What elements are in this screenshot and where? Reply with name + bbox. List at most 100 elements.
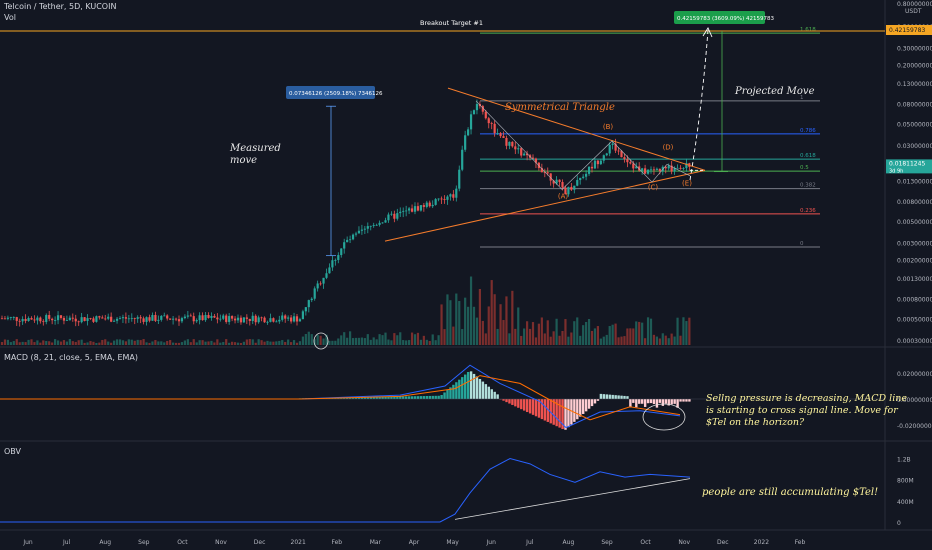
volume-bar	[281, 340, 284, 345]
volume-bar	[163, 342, 166, 345]
volume-bar	[431, 334, 434, 345]
candle-body	[481, 106, 484, 112]
macd-histogram-bar	[381, 396, 384, 399]
wave-label: (A)	[558, 192, 569, 200]
candle-body	[458, 169, 461, 189]
macd-histogram-bar	[437, 395, 440, 399]
macd-histogram-bar	[540, 399, 544, 420]
volume-bar	[136, 339, 139, 345]
volume-bar	[487, 306, 490, 345]
candle-body	[405, 210, 408, 212]
projection-arrowhead	[702, 27, 713, 38]
time-tick-label: Sep	[601, 539, 613, 546]
volume-bar	[142, 339, 145, 345]
candle-body	[467, 129, 470, 136]
macd-histogram-bar	[652, 399, 656, 405]
volume-bar	[74, 341, 77, 345]
volume-bar	[290, 342, 293, 345]
volume-bar	[590, 330, 594, 345]
candle-body	[45, 315, 48, 322]
candle-body	[275, 321, 278, 323]
volume-bar	[56, 340, 60, 345]
volume-bar	[36, 340, 39, 345]
macd-histogram-bar	[493, 391, 496, 399]
candle-body	[269, 318, 272, 322]
candle-body	[225, 315, 228, 322]
macd-histogram-bar	[579, 399, 582, 417]
volume-bar	[331, 340, 334, 345]
volume-bar	[48, 341, 51, 345]
macd-histogram-bar	[587, 399, 591, 409]
candle-body	[614, 143, 617, 151]
target-tag-value: 0.42159783	[889, 27, 925, 34]
candle-body	[322, 277, 325, 284]
candle-body	[375, 224, 378, 226]
candle-body	[48, 315, 51, 319]
wave-label: (D)	[663, 143, 674, 151]
volume-bar	[505, 296, 508, 345]
macd-histogram-bar	[558, 399, 561, 428]
volume-bar	[475, 317, 479, 345]
volume-bar	[641, 322, 644, 345]
wave-label: (C)	[648, 183, 659, 191]
volume-bar	[186, 339, 189, 345]
volume-bar	[552, 331, 555, 345]
candle-body	[434, 199, 437, 205]
volume-bar	[225, 339, 228, 345]
volume-bar	[166, 340, 169, 345]
volume-bar	[0, 342, 4, 345]
candle-body	[104, 318, 107, 320]
candle-body	[3, 318, 7, 320]
time-tick-label: Apr	[409, 539, 420, 546]
candle-body	[558, 179, 561, 183]
triangle-upper-trendline	[447, 87, 706, 171]
candle-body	[443, 199, 446, 200]
candle-body	[145, 317, 148, 322]
macd-histogram-bar	[573, 399, 576, 422]
macd-histogram-bar	[502, 399, 505, 401]
macd-histogram-bar	[525, 399, 529, 413]
macd-histogram-bar	[670, 399, 673, 405]
candle-body	[95, 316, 98, 322]
macd-histogram-bar	[534, 399, 538, 417]
volume-bar	[567, 336, 570, 345]
macd-histogram-bar	[517, 399, 520, 408]
volume-bar	[543, 333, 546, 345]
volume-bar	[27, 339, 30, 345]
macd-histogram-bar	[348, 397, 352, 399]
candle-body	[381, 222, 384, 224]
macd-histogram-bar	[635, 399, 638, 408]
candle-body	[455, 188, 458, 198]
volume-bar	[664, 335, 667, 345]
volume-bar	[201, 340, 204, 345]
macd-histogram-bar	[514, 399, 517, 407]
volume-bar	[614, 323, 617, 345]
candle-body	[644, 168, 647, 174]
candle-body	[617, 150, 620, 152]
volume-bar	[148, 342, 151, 345]
candle-body	[667, 165, 670, 169]
macd-histogram-bar	[531, 399, 535, 415]
time-tick-label: Dec	[717, 539, 729, 546]
volume-bar	[216, 339, 219, 345]
measured-move-box-text: 0.07346126 (2509.18%) 7346126	[289, 91, 383, 97]
candle-body	[384, 220, 387, 223]
volume-bar	[428, 340, 431, 345]
candle-body	[520, 148, 523, 156]
time-tick-label: Jul	[525, 539, 534, 546]
volume-bar	[617, 337, 620, 345]
candle-body	[316, 283, 319, 289]
volume-bar	[39, 342, 42, 345]
macd-histogram-bar	[511, 399, 514, 405]
macd-histogram-bar	[673, 399, 676, 404]
candle-body	[304, 307, 307, 312]
macd-histogram-bar	[661, 399, 665, 406]
candle-body	[254, 315, 257, 323]
candle-body	[278, 319, 281, 322]
candle-body	[101, 317, 104, 319]
candle-body	[626, 159, 629, 163]
volume-bar	[537, 323, 540, 345]
candle-body	[281, 315, 284, 320]
candle-body	[673, 167, 676, 172]
